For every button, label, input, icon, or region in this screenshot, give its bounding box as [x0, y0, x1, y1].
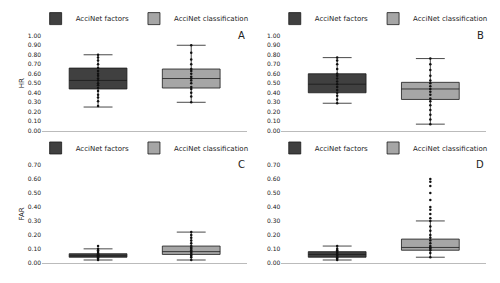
svg-text:0.00: 0.00 — [267, 259, 281, 266]
svg-text:0.20: 0.20 — [267, 231, 281, 238]
svg-text:0.10: 0.10 — [267, 117, 281, 124]
svg-text:0.70: 0.70 — [28, 60, 42, 67]
svg-text:0.30: 0.30 — [267, 98, 281, 105]
svg-text:0.70: 0.70 — [267, 161, 281, 168]
svg-text:0.60: 0.60 — [267, 70, 281, 77]
svg-text:FAR: FAR — [18, 207, 26, 220]
svg-text:0.30: 0.30 — [28, 98, 42, 105]
svg-text:0.90: 0.90 — [267, 41, 281, 48]
svg-text:AcciNet factors: AcciNet factors — [76, 15, 129, 23]
svg-text:0.70: 0.70 — [28, 161, 42, 168]
svg-text:0.80: 0.80 — [28, 51, 42, 58]
svg-text:AcciNet classification: AcciNet classification — [174, 145, 248, 153]
svg-text:0.00: 0.00 — [267, 127, 281, 134]
svg-text:0.70: 0.70 — [267, 60, 281, 67]
svg-text:0.40: 0.40 — [28, 203, 42, 210]
svg-text:B: B — [477, 30, 484, 41]
svg-text:1.00: 1.00 — [267, 32, 281, 39]
svg-text:D: D — [476, 159, 484, 170]
svg-text:HR: HR — [18, 78, 26, 88]
svg-text:0.50: 0.50 — [28, 189, 42, 196]
svg-text:0.50: 0.50 — [267, 189, 281, 196]
svg-text:0.00: 0.00 — [28, 127, 42, 134]
svg-text:0.60: 0.60 — [267, 175, 281, 182]
svg-text:AcciNet factors: AcciNet factors — [76, 145, 129, 153]
svg-text:0.80: 0.80 — [267, 51, 281, 58]
svg-text:0.20: 0.20 — [28, 108, 42, 115]
svg-text:0.20: 0.20 — [28, 231, 42, 238]
svg-text:AcciNet factors: AcciNet factors — [315, 15, 368, 23]
svg-text:0.30: 0.30 — [267, 217, 281, 224]
svg-text:0.50: 0.50 — [28, 79, 42, 86]
svg-text:0.00: 0.00 — [28, 259, 42, 266]
svg-text:0.10: 0.10 — [28, 245, 42, 252]
svg-text:0.60: 0.60 — [28, 70, 42, 77]
svg-text:0.20: 0.20 — [267, 108, 281, 115]
svg-text:AcciNet factors: AcciNet factors — [315, 145, 368, 153]
svg-text:0.10: 0.10 — [267, 245, 281, 252]
svg-text:0.90: 0.90 — [28, 41, 42, 48]
svg-text:A: A — [238, 30, 245, 41]
svg-text:C: C — [238, 159, 245, 170]
svg-text:0.50: 0.50 — [267, 79, 281, 86]
svg-text:1.00: 1.00 — [28, 32, 42, 39]
svg-text:0.40: 0.40 — [28, 89, 42, 96]
svg-text:0.60: 0.60 — [28, 175, 42, 182]
svg-text:AcciNet classification: AcciNet classification — [413, 145, 487, 153]
svg-text:0.10: 0.10 — [28, 117, 42, 124]
svg-text:0.40: 0.40 — [267, 89, 281, 96]
svg-text:0.40: 0.40 — [267, 203, 281, 210]
svg-text:AcciNet classification: AcciNet classification — [174, 15, 248, 23]
svg-text:AcciNet classification: AcciNet classification — [413, 15, 487, 23]
svg-text:0.30: 0.30 — [28, 217, 42, 224]
